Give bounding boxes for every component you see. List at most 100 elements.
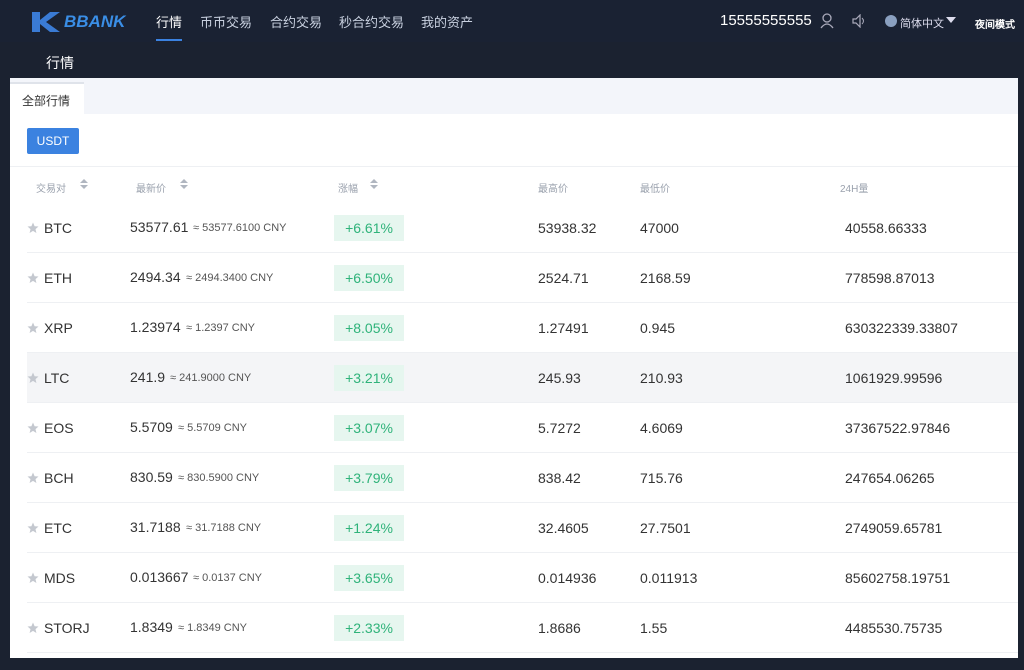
tab-strip: 全部行情 <box>10 78 1018 116</box>
change: +6.50% <box>334 265 404 291</box>
last-price: 830.59 <box>130 469 173 485</box>
top-navbar: BBANK 15555555555 简体中文 夜间模式 行情 币币交易 合约交易 秒合… <box>0 0 1024 42</box>
cny-price: ≈ 2494.3400 CNY <box>186 272 274 284</box>
nav-item[interactable]: 合约交易 <box>270 15 323 30</box>
last-price: 5.5709 <box>130 419 173 435</box>
star-icon <box>27 522 39 533</box>
sort-icon <box>80 179 88 189</box>
high: 245.93 <box>538 370 581 386</box>
table-row[interactable]: ETC 31.7188 ≈ 31.7188 CNY +1.24% 32.4605 27.7… <box>27 503 1018 553</box>
change: +6.61% <box>334 215 404 241</box>
star-icon <box>27 222 39 233</box>
pair: ETC <box>44 520 72 536</box>
nav-item[interactable]: 秒合约交易 <box>339 15 405 30</box>
user-icon[interactable] <box>820 13 834 29</box>
sort-icon <box>180 179 188 189</box>
volume: 37367522.97846 <box>845 420 951 436</box>
last-price: 2494.34 <box>130 269 181 285</box>
table-row[interactable]: BCH 830.59 ≈ 830.5900 CNY +3.79% 838.42 715.7… <box>27 453 1018 503</box>
star-icon <box>27 322 39 333</box>
low: 0.945 <box>640 320 676 336</box>
star-icon <box>27 622 39 633</box>
sub-title[interactable]: 行情 <box>46 55 74 71</box>
account[interactable]: 15555555555 <box>720 12 812 29</box>
table-row[interactable]: MDS 0.013667 ≈ 0.0137 CNY +3.65% 0.014936 0.0… <box>27 553 1018 603</box>
star-icon <box>27 572 39 583</box>
pair: LTC <box>44 370 70 386</box>
pair: MDS <box>44 570 76 586</box>
night-mode[interactable]: 夜间模式 <box>975 20 1015 31</box>
column-header: 最高价 <box>538 184 568 195</box>
sub-navbar: 行情 <box>0 42 1024 78</box>
pair: BTC <box>44 220 72 236</box>
last-price: 0.013667 <box>130 569 189 585</box>
table-row[interactable]: LTC 241.9 ≈ 241.9000 CNY +3.21% 245.93 210.93… <box>27 353 1018 403</box>
volume: 1061929.99596 <box>845 370 943 386</box>
volume: 778598.87013 <box>845 270 935 286</box>
filter-button[interactable]: USDT <box>27 128 79 154</box>
volume: 4485530.75735 <box>845 620 943 636</box>
logo-text: BBANK <box>64 12 126 31</box>
last-price: 241.9 <box>130 369 166 385</box>
cny-price: ≈ 5.5709 CNY <box>178 422 248 434</box>
low: 0.011913 <box>640 570 698 586</box>
high: 838.42 <box>538 470 581 486</box>
column-header: 最低价 <box>640 184 670 195</box>
change: +1.24% <box>334 515 404 541</box>
low: 2168.59 <box>640 270 691 286</box>
high: 2524.71 <box>538 270 589 286</box>
high: 5.7272 <box>538 420 581 436</box>
logo-icon <box>32 12 60 32</box>
last-price: 31.7188 <box>130 519 181 535</box>
table-row[interactable]: BTC 53577.61 ≈ 53577.6100 CNY +6.61% 53938.3… <box>27 203 1018 253</box>
globe-icon[interactable] <box>884 14 898 28</box>
column-header[interactable]: 交易对 <box>36 184 66 195</box>
volume: 40558.66333 <box>845 220 927 236</box>
star-icon <box>27 472 39 483</box>
high: 0.014936 <box>538 570 597 586</box>
sound-icon[interactable] <box>852 14 868 28</box>
pair: BCH <box>44 470 74 486</box>
low: 4.6069 <box>640 420 683 436</box>
table-row[interactable]: XRP 1.23974 ≈ 1.2397 CNY +8.05% 1.27491 0.945… <box>27 303 1018 353</box>
filter-label[interactable]: USDT <box>36 134 70 148</box>
last-price: 1.8349 <box>130 619 173 635</box>
cny-price: ≈ 0.0137 CNY <box>193 572 263 584</box>
volume: 630322339.33807 <box>845 320 958 336</box>
cny-price: ≈ 1.8349 CNY <box>178 622 248 634</box>
change: +3.79% <box>334 465 404 491</box>
change: +3.07% <box>334 415 404 441</box>
nav-item[interactable]: 币币交易 <box>200 15 253 30</box>
column-header[interactable]: 最新价 <box>136 184 166 195</box>
change: +2.33% <box>334 615 404 641</box>
low: 715.76 <box>640 470 683 486</box>
table-row[interactable]: ETH 2494.34 ≈ 2494.3400 CNY +6.50% 2524.71 21… <box>27 253 1018 303</box>
caret <box>946 17 956 23</box>
nav-item[interactable]: 我的资产 <box>421 15 474 30</box>
nav-underline <box>156 39 182 41</box>
cny-price: ≈ 31.7188 CNY <box>186 522 262 534</box>
high: 32.4605 <box>538 520 589 536</box>
language[interactable]: 简体中文 <box>900 18 944 30</box>
column-header[interactable]: 涨幅 <box>338 184 358 195</box>
cny-price: ≈ 830.5900 CNY <box>178 472 260 484</box>
high: 53938.32 <box>538 220 597 236</box>
column-header: 24H量 <box>840 184 869 195</box>
low: 210.93 <box>640 370 683 386</box>
pair: XRP <box>44 320 73 336</box>
star-icon <box>27 422 39 433</box>
change: +8.05% <box>334 315 404 341</box>
table-row[interactable]: EOS 5.5709 ≈ 5.5709 CNY +3.07% 5.7272 4.6069 3… <box>27 403 1018 453</box>
low: 47000 <box>640 220 679 236</box>
tab-label[interactable]: 全部行情 <box>22 94 71 108</box>
cny-price: ≈ 1.2397 CNY <box>186 322 256 334</box>
star-icon <box>27 272 39 283</box>
nav-item[interactable]: 行情 <box>156 15 183 30</box>
tab[interactable]: 全部行情 <box>10 82 84 116</box>
high: 1.27491 <box>538 320 589 336</box>
pair: STORJ <box>44 620 90 636</box>
table-row[interactable]: STORJ 1.8349 ≈ 1.8349 CNY +2.33% 1.8686 1.55 4… <box>27 603 1018 653</box>
high: 1.8686 <box>538 620 581 636</box>
sort-icon <box>370 179 378 189</box>
pair: EOS <box>44 420 74 436</box>
